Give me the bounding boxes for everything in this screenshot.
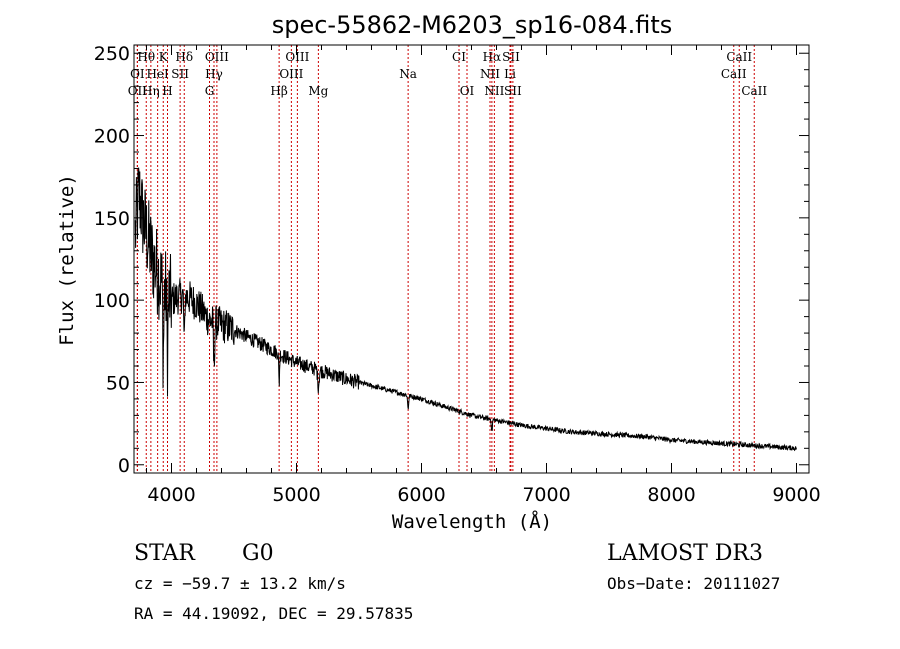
chart-title: spec-55862-M6203_sp16-084.fits <box>272 11 673 39</box>
x-axis-label: Wavelength (Å) <box>392 510 552 533</box>
object-class: STAR <box>134 541 196 566</box>
survey-name: LAMOST DR3 <box>607 541 763 566</box>
y-tick-label: 0 <box>118 455 130 477</box>
spectral-line-label: Hγ <box>205 67 223 81</box>
spectral-line-label: Hδ <box>175 50 193 64</box>
object-subclass: G0 <box>242 541 274 566</box>
spectral-line-label: OIII <box>285 50 309 64</box>
y-tick-label: 250 <box>94 43 130 65</box>
spectral-line-label: Na <box>399 67 417 81</box>
y-tick-label: 100 <box>94 290 130 312</box>
spectral-line-label: OIII <box>205 50 229 64</box>
redshift-cz: cz = −59.7 ± 13.2 km/s <box>134 574 346 593</box>
spectral-line-label: SII <box>504 84 522 98</box>
spectral-line-label: G <box>205 84 215 98</box>
spectral-line-label: NII <box>484 84 504 98</box>
spectral-line-label: Hη <box>142 84 160 98</box>
spectral-line-label: Hα <box>483 50 502 64</box>
x-tick-label: 6000 <box>397 484 445 506</box>
spectral-line-label: OI <box>460 84 475 98</box>
spectral-line-label: CaII <box>721 67 747 81</box>
x-tick-label: 8000 <box>647 484 695 506</box>
y-axis-ticks: 0 50 100 150 200 250 <box>94 43 809 477</box>
spectral-line-label: Hθ <box>137 50 155 64</box>
y-tick-label: 50 <box>106 372 130 394</box>
spectral-line-label: CaII <box>726 50 752 64</box>
spectral-line-label: CI <box>452 50 466 64</box>
plot-frame <box>133 44 810 474</box>
spectral-line-label: OIII <box>279 67 303 81</box>
spectral-line-label: H <box>162 84 172 98</box>
x-tick-label: 4000 <box>147 484 195 506</box>
spectral-line-label: Hβ <box>270 84 287 98</box>
spectral-line-label: CaII <box>741 84 767 98</box>
y-tick-label: 150 <box>94 208 130 230</box>
spectrum-line <box>134 167 797 452</box>
spectral-line-label: OII <box>128 84 148 98</box>
x-axis-ticks: 4000 5000 6000 7000 8000 9000 <box>146 45 821 506</box>
spectral-line-label: Li <box>504 67 516 81</box>
spectral-line-label: K <box>159 50 169 64</box>
spectral-line-label: NII <box>480 67 500 81</box>
coordinates-ra-dec: RA = 44.19092, DEC = 29.57835 <box>134 604 413 623</box>
x-tick-label: 5000 <box>272 484 320 506</box>
spectral-line-label: SII <box>171 67 189 81</box>
spectral-line-label: HeI <box>146 67 169 81</box>
y-axis-label: Flux (relative) <box>56 174 78 346</box>
spectral-line-label: Mg <box>308 84 328 98</box>
observation-date: Obs−Date: 20111027 <box>607 574 780 593</box>
x-tick-label: 7000 <box>522 484 570 506</box>
y-tick-label: 200 <box>94 126 130 148</box>
spectral-line-label: SII <box>502 50 520 64</box>
x-tick-label: 9000 <box>772 484 820 506</box>
